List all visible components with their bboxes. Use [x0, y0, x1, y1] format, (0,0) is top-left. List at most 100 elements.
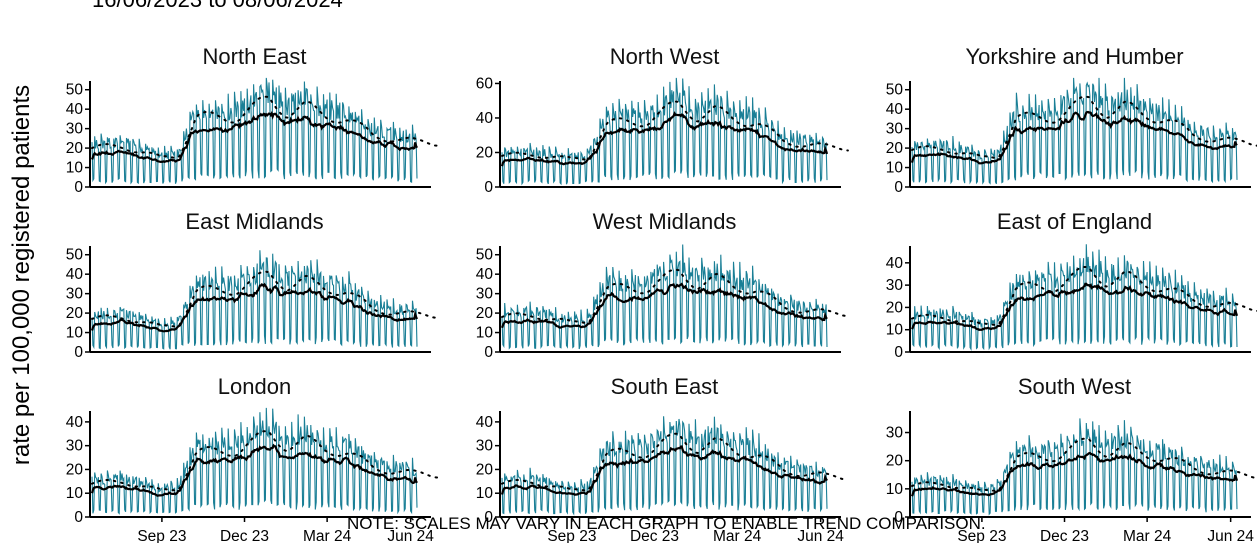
panel-plot-north-east: North East 0 10 20 30 40 50	[66, 44, 439, 196]
panel-east-midlands: East Midlands 0 10 20 30 40 50	[0, 205, 439, 370]
y-tick-label: 20	[886, 140, 904, 157]
y-tick-label: 0	[484, 179, 493, 196]
y-tick-label: 10	[66, 160, 84, 177]
y-tick-label: 30	[66, 438, 84, 455]
rolling-average-line	[910, 451, 1239, 497]
x-tick-label: Sep 23	[957, 528, 1006, 543]
y-tick-label: 10	[886, 160, 904, 177]
y-tick-label: 40	[886, 255, 904, 272]
y-tick-label: 50	[886, 82, 904, 99]
panel-title: East Midlands	[185, 209, 323, 234]
rolling-average-line	[500, 111, 829, 167]
panel-plot-yorkshire-and-humber: Yorkshire and Humber 0 10 20 30 40 50	[886, 44, 1257, 196]
y-tick-label: 10	[66, 485, 84, 502]
daily-rate-line	[911, 244, 1238, 352]
baseline-dotted-line	[91, 430, 439, 492]
rolling-average-line	[90, 282, 419, 333]
y-tick-label: 50	[66, 247, 84, 264]
y-tick-label: 0	[484, 344, 493, 361]
x-tick-label: Mar 24	[1123, 528, 1172, 543]
y-tick-label: 0	[894, 509, 903, 526]
y-tick-label: 0	[74, 179, 83, 196]
y-tick-label: 10	[66, 325, 84, 342]
panel-title: West Midlands	[593, 209, 737, 234]
x-tick-label: Jun 24	[797, 528, 844, 543]
y-tick-label: 10	[886, 481, 904, 498]
y-tick-label: 10	[476, 485, 494, 502]
daily-rate-line	[91, 407, 418, 515]
panel-title: Yorkshire and Humber	[965, 44, 1183, 69]
y-tick-label: 0	[74, 509, 83, 526]
y-tick-label: 40	[66, 266, 84, 283]
y-tick-label: 20	[66, 140, 84, 157]
daily-rate-line	[91, 77, 418, 185]
y-tick-label: 0	[894, 344, 903, 361]
y-tick-label: 60	[476, 75, 494, 92]
daily-rate-line	[501, 244, 828, 350]
panel-title: South East	[611, 374, 719, 399]
x-tick-label: Jun 24	[1207, 528, 1254, 543]
panel-north-east: North East 0 10 20 30 40 50	[0, 40, 439, 205]
rolling-average-line	[910, 110, 1238, 165]
panel-title: London	[218, 374, 291, 399]
y-tick-label: 30	[476, 286, 494, 303]
rolling-average-line	[90, 443, 418, 497]
baseline-dotted-line	[501, 268, 849, 325]
panel-london: London 0 10 20 30 40 Sep 23 Dec 23 Mar 24 Jun 24	[0, 370, 439, 543]
x-tick-label: Dec 23	[1040, 528, 1089, 543]
rolling-average-line	[500, 445, 828, 496]
daily-rate-line	[501, 416, 828, 516]
panel-west-midlands: West Midlands 0 10 20 30 40 50	[410, 205, 849, 370]
x-tick-label: Sep 23	[137, 528, 186, 543]
y-tick-label: 20	[476, 144, 494, 161]
y-tick-label: 40	[476, 414, 494, 431]
y-tick-label: 20	[476, 461, 494, 478]
y-tick-label: 40	[66, 414, 84, 431]
x-tick-label: Sep 23	[547, 528, 596, 543]
chart-subtitle: 16/06/2023 to 08/06/2024	[92, 0, 343, 13]
y-tick-label: 30	[476, 438, 494, 455]
daily-rate-line	[911, 418, 1238, 516]
y-tick-label: 20	[886, 453, 904, 470]
panel-yorkshire-and-humber: Yorkshire and Humber 0 10 20 30 40 50	[820, 40, 1257, 205]
daily-rate-line	[91, 250, 418, 350]
baseline-dotted-line	[91, 270, 439, 328]
panel-south-east: South East 0 10 20 30 40 Sep 23 Dec 23 Mar 24 Jun…	[410, 370, 849, 543]
y-tick-label: 30	[886, 277, 904, 294]
y-tick-label: 20	[66, 305, 84, 322]
x-tick-label: Dec 23	[630, 528, 679, 543]
y-tick-label: 0	[894, 179, 903, 196]
panel-plot-west-midlands: West Midlands 0 10 20 30 40 50	[476, 209, 849, 361]
daily-rate-line	[501, 77, 828, 186]
y-tick-label: 40	[476, 266, 494, 283]
panel-title: North West	[610, 44, 720, 69]
panel-plot-north-west: North West 0 20 40 60	[476, 44, 849, 196]
scale-note: NOTE: SCALES MAY VARY IN EACH GRAPH TO E…	[347, 514, 986, 533]
rolling-average-line	[500, 282, 828, 329]
rolling-average-line	[90, 110, 418, 164]
y-tick-label: 40	[886, 101, 904, 118]
panel-plot-south-west: South West 0 10 20 30 Sep 23 Dec 23 Mar 24 Jun 2…	[886, 374, 1257, 543]
panel-title: East of England	[997, 209, 1152, 234]
panel-plot-south-east: South East 0 10 20 30 40 Sep 23 Dec 23 Mar 24 Jun…	[476, 374, 849, 543]
y-tick-label: 0	[484, 509, 493, 526]
y-tick-label: 20	[66, 461, 84, 478]
panel-plot-east-of-england: East of England 0 10 20 30 40	[886, 209, 1257, 361]
panel-title: North East	[203, 44, 307, 69]
panel-south-west: South West 0 10 20 30 Sep 23 Dec 23 Mar 24 Jun 2…	[820, 370, 1257, 543]
x-tick-label: Jun 24	[387, 528, 434, 543]
y-tick-label: 30	[886, 121, 904, 138]
baseline-dotted-line	[911, 95, 1257, 160]
y-tick-label: 50	[476, 247, 494, 264]
y-tick-label: 0	[74, 344, 83, 361]
baseline-dotted-line	[501, 100, 849, 161]
y-tick-label: 40	[66, 101, 84, 118]
x-tick-label: Mar 24	[713, 528, 762, 543]
y-tick-label: 50	[66, 82, 84, 99]
rolling-average-line	[911, 282, 1239, 331]
y-tick-label: 30	[886, 425, 904, 442]
panel-plot-london: London 0 10 20 30 40 Sep 23 Dec 23 Mar 24 Jun 24	[66, 374, 439, 543]
x-tick-label: Dec 23	[220, 528, 269, 543]
panel-north-west: North West 0 20 40 60	[410, 40, 849, 205]
y-tick-label: 20	[476, 305, 494, 322]
